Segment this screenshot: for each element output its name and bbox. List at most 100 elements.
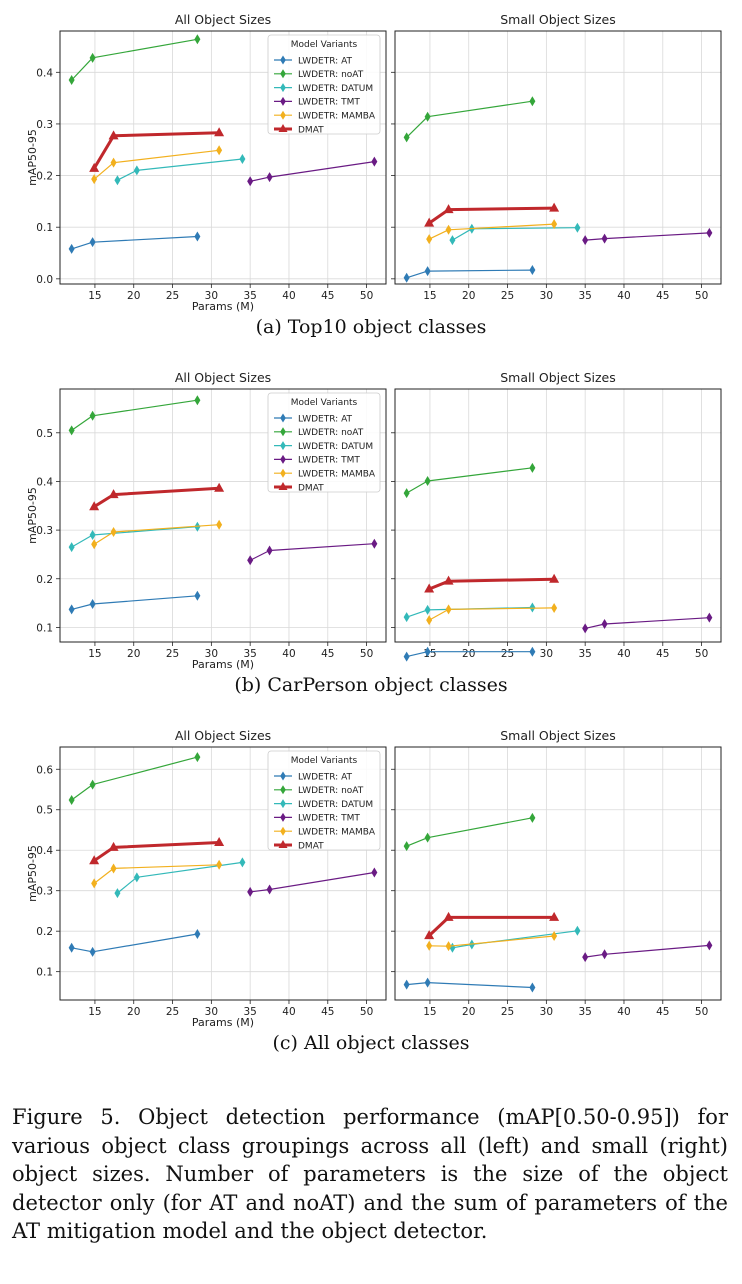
legend-label: LWDETR: noAT — [298, 428, 364, 438]
data-point-lwdetr-noat — [529, 462, 536, 473]
data-point-lwdetr-tmt — [706, 612, 713, 623]
data-point-lwdetr-datum — [133, 165, 140, 176]
x-tick-label: 25 — [501, 290, 514, 302]
figure-caption: Figure 5. Object detection performance (… — [12, 1105, 728, 1243]
legend: Model Variants LWDETR: AT LWDETR: noAT LWDE… — [267, 750, 381, 851]
data-point-lwdetr-at — [194, 590, 201, 601]
x-tick-label: 30 — [540, 290, 553, 302]
data-point-dmat — [214, 837, 225, 847]
x-tick-label: 20 — [127, 1006, 140, 1018]
y-axis-label: mAP50-95 — [26, 129, 39, 186]
legend-marker — [280, 468, 286, 478]
series-line-lwdetr-noat — [71, 756, 198, 801]
series-line-lwdetr-at — [71, 595, 198, 610]
data-point-lwdetr-tmt — [247, 176, 254, 187]
x-tick-label: 15 — [88, 1006, 101, 1018]
data-point-lwdetr-noat — [194, 34, 201, 45]
legend-label: LWDETR: DATUM — [298, 800, 373, 810]
legend-label: LWDETR: AT — [298, 414, 353, 424]
data-point-lwdetr-tmt — [266, 172, 273, 183]
x-tick-label: 15 — [88, 290, 101, 302]
x-tick-label: 35 — [578, 1006, 591, 1018]
y-tick-label: 0.2 — [36, 171, 53, 183]
data-point-lwdetr-mamba — [445, 224, 452, 235]
data-point-lwdetr-at — [403, 272, 410, 283]
data-point-lwdetr-at — [529, 646, 536, 657]
y-tick-label: 0.1 — [36, 967, 53, 979]
x-axis-label: Params (M) — [192, 1016, 254, 1029]
data-point-lwdetr-tmt — [706, 940, 713, 951]
data-point-lwdetr-mamba — [551, 931, 558, 942]
x-tick-label: 45 — [321, 290, 334, 302]
plot-frame — [394, 388, 722, 643]
data-point-lwdetr-datum — [133, 872, 140, 883]
panel-small-sizes: Small Object Sizes 15 20 25 30 35 40 45 50 — [391, 370, 722, 662]
x-tick-label: 25 — [166, 1006, 179, 1018]
data-point-dmat — [549, 573, 560, 583]
panel-all-sizes: All Object Sizes 15 20 25 30 35 40 45 50 0.0 0.1 0.… — [26, 12, 387, 313]
data-point-lwdetr-at — [89, 599, 96, 610]
data-point-dmat — [424, 583, 435, 593]
data-point-lwdetr-mamba — [216, 145, 223, 156]
plot-frame — [394, 30, 722, 285]
data-point-lwdetr-mamba — [91, 878, 98, 889]
data-point-lwdetr-tmt — [706, 227, 713, 238]
data-point-lwdetr-mamba — [110, 527, 117, 538]
data-point-lwdetr-at — [403, 979, 410, 990]
data-point-dmat — [89, 855, 100, 865]
legend-label: LWDETR: noAT — [298, 786, 364, 796]
data-point-lwdetr-at — [403, 651, 410, 662]
data-point-lwdetr-tmt — [371, 156, 378, 167]
data-point-lwdetr-datum — [89, 529, 96, 540]
plot-frame — [59, 746, 387, 1001]
data-point-lwdetr-mamba — [426, 615, 433, 626]
data-point-lwdetr-at — [68, 243, 75, 254]
data-point-lwdetr-mamba — [91, 174, 98, 185]
legend-label: LWDETR: noAT — [298, 70, 364, 80]
data-point-lwdetr-tmt — [601, 618, 608, 629]
legend-label: LWDETR: AT — [298, 772, 353, 782]
y-tick-label: 0.1 — [36, 222, 53, 234]
x-tick-label: 25 — [166, 648, 179, 660]
legend-marker — [278, 482, 288, 490]
panel-title: All Object Sizes — [175, 12, 271, 27]
legend-label: LWDETR: TMT — [298, 98, 360, 108]
data-point-lwdetr-at — [68, 942, 75, 953]
data-point-dmat — [549, 911, 560, 921]
y-tick-label: 0.4 — [36, 67, 53, 79]
legend-marker — [280, 812, 286, 822]
x-axis-label: Params (M) — [192, 300, 254, 313]
data-point-lwdetr-datum — [424, 604, 431, 615]
plot-frame — [59, 388, 387, 643]
x-tick-label: 45 — [321, 1006, 334, 1018]
y-tick-label: 0.5 — [36, 805, 53, 817]
legend-label: DMAT — [298, 125, 324, 135]
legend-label: LWDETR: TMT — [298, 456, 360, 466]
x-tick-label: 35 — [243, 648, 256, 660]
legend-title: Model Variants — [291, 756, 358, 766]
legend-label: LWDETR: TMT — [298, 814, 360, 824]
data-point-dmat — [424, 930, 435, 940]
data-point-lwdetr-mamba — [426, 234, 433, 245]
data-point-lwdetr-noat — [194, 395, 201, 406]
y-tick-label: 0.5 — [36, 428, 53, 440]
data-point-lwdetr-noat — [68, 795, 75, 806]
data-point-lwdetr-noat — [403, 841, 410, 852]
data-point-lwdetr-mamba — [551, 602, 558, 613]
x-tick-label: 40 — [282, 290, 295, 302]
legend-marker — [278, 124, 288, 132]
y-tick-label: 0.3 — [36, 525, 53, 537]
data-point-lwdetr-tmt — [582, 623, 589, 634]
x-axis-label: Params (M) — [192, 658, 254, 671]
data-point-dmat — [424, 217, 435, 227]
x-tick-label: 15 — [423, 648, 436, 660]
x-tick-label: 45 — [656, 1006, 669, 1018]
data-point-lwdetr-tmt — [266, 884, 273, 895]
x-tick-label: 20 — [462, 1006, 475, 1018]
legend-marker — [280, 799, 286, 809]
chart-group-b: All Object Sizes 15 20 25 30 35 40 45 50 0.1 0.2 0.… — [26, 370, 722, 696]
legend-marker — [280, 785, 286, 795]
data-point-lwdetr-datum — [239, 857, 246, 868]
x-tick-label: 15 — [423, 290, 436, 302]
data-point-dmat — [108, 841, 119, 851]
